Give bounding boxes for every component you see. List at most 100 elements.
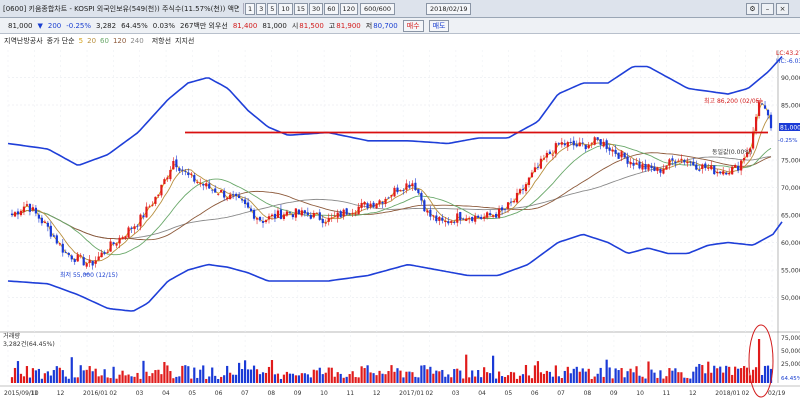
volume-bar — [387, 371, 390, 383]
candle-body — [306, 212, 309, 215]
stock-name[interactable]: 지역난방공사 — [4, 37, 43, 45]
candle-body — [369, 203, 372, 207]
vol-tick-label: 50,000 — [781, 348, 800, 355]
candle-body — [581, 142, 584, 144]
count-field[interactable]: 600/600 — [359, 2, 396, 15]
volume-bar — [34, 370, 38, 383]
candle-body — [757, 102, 761, 116]
volume-bar — [372, 373, 375, 383]
volume-bar — [303, 373, 306, 383]
volume-bar — [25, 366, 29, 383]
date-field[interactable]: 2018/02/19 — [426, 2, 472, 15]
volume-bar — [438, 371, 441, 383]
candle-body — [312, 212, 315, 218]
volume-bar — [695, 366, 698, 383]
volume-bar — [483, 367, 486, 383]
volume-bar — [291, 373, 294, 383]
x-tick-label: 03 — [136, 390, 144, 397]
volume-bar — [133, 376, 136, 383]
high-label: 고 — [328, 21, 336, 30]
settings-icon[interactable]: ⚙ — [746, 3, 759, 15]
candle-body — [297, 209, 300, 215]
volume-bar — [306, 374, 309, 383]
volume-bar — [530, 378, 534, 383]
volume-bar — [46, 371, 49, 383]
candle-body — [321, 218, 324, 224]
volume-bar — [408, 371, 411, 383]
candle-body — [255, 218, 259, 220]
candle-body — [596, 137, 599, 140]
candle-body — [315, 212, 318, 214]
candle-body — [115, 243, 118, 246]
timeframe-button[interactable]: 15 — [293, 2, 308, 15]
volume-bar — [396, 368, 399, 383]
sell-button[interactable]: 매도 — [428, 19, 450, 32]
volume-bar — [369, 372, 372, 383]
candle-body — [659, 168, 662, 173]
volume-bar — [432, 373, 435, 383]
candle-body — [465, 218, 468, 221]
candle-body — [536, 166, 540, 168]
volume-bar — [480, 377, 483, 383]
candle-body — [249, 208, 253, 211]
volume-bar — [611, 378, 614, 383]
candle-body — [211, 189, 214, 191]
volume-bar — [417, 377, 420, 383]
volume-value: 3,282건(64.45%) — [3, 340, 55, 348]
candle-body — [276, 210, 280, 218]
count-total: 600 — [378, 4, 392, 13]
candle-body — [602, 141, 605, 147]
candle-body — [267, 216, 271, 220]
timeframe-button[interactable]: 30 — [308, 2, 324, 15]
ma-period-label: 20 — [87, 37, 97, 45]
timeframe-button[interactable]: 3 — [256, 2, 267, 15]
candle-body — [258, 216, 262, 221]
price-input[interactable]: 81,000 — [8, 21, 33, 30]
timeframe-button[interactable]: 1 — [245, 2, 256, 15]
candle-body — [178, 168, 181, 171]
window-title: [0600] 키움종합차트 - KOSPI 외국인보유(549(천)) 주식수(… — [3, 4, 239, 13]
volume-bar — [441, 369, 444, 383]
price-chart[interactable]: 50,000 55,000 60,000 65,000 70,000 75,000 85,0… — [0, 48, 800, 400]
volume-bar — [139, 378, 142, 383]
volume-bar — [172, 378, 175, 383]
candle-body — [453, 222, 456, 224]
candle-body — [746, 152, 749, 157]
volume-bar — [542, 373, 546, 383]
volume-bar — [429, 366, 432, 383]
volume-bar — [10, 377, 14, 383]
vol-pct-label: 64.45% — [781, 376, 800, 382]
volume-bar — [142, 360, 145, 383]
volume-bar — [315, 370, 318, 383]
timeframe-group: 1 3 5 10 15 30 60 120 — [245, 2, 359, 15]
ma-caption: 종가 단순 — [46, 37, 75, 45]
candle-body — [357, 206, 360, 214]
highlight-circle — [748, 324, 774, 398]
candle-body — [169, 169, 172, 180]
buy-button[interactable]: 매수 — [402, 19, 424, 32]
timeframe-button[interactable]: 60 — [324, 2, 339, 15]
turnover-value: 0.03% — [152, 21, 176, 30]
candle-body — [626, 156, 629, 164]
volume-bar — [288, 373, 292, 383]
support-legend: 지지선 — [175, 37, 195, 45]
minimize-icon[interactable]: – — [761, 3, 774, 15]
volume-bar — [405, 371, 408, 383]
close-icon[interactable]: × — [776, 3, 789, 15]
volume-bar — [489, 373, 492, 383]
candle-body — [524, 184, 528, 192]
candle-body — [503, 208, 507, 210]
volume-bar — [235, 374, 238, 383]
volume-bar — [725, 365, 728, 383]
volume-bar — [426, 369, 429, 383]
volume-bar — [109, 378, 112, 383]
timeframe-button[interactable]: 5 — [267, 2, 278, 15]
candle-body — [390, 195, 393, 197]
volume-bar — [351, 371, 354, 383]
volume-bar — [680, 372, 683, 383]
timeframe-button[interactable]: 120 — [339, 2, 358, 15]
x-tick-label: 04 — [478, 390, 486, 397]
candle-body — [725, 172, 728, 175]
timeframe-button[interactable]: 10 — [278, 2, 293, 15]
volume-bar — [447, 374, 450, 383]
